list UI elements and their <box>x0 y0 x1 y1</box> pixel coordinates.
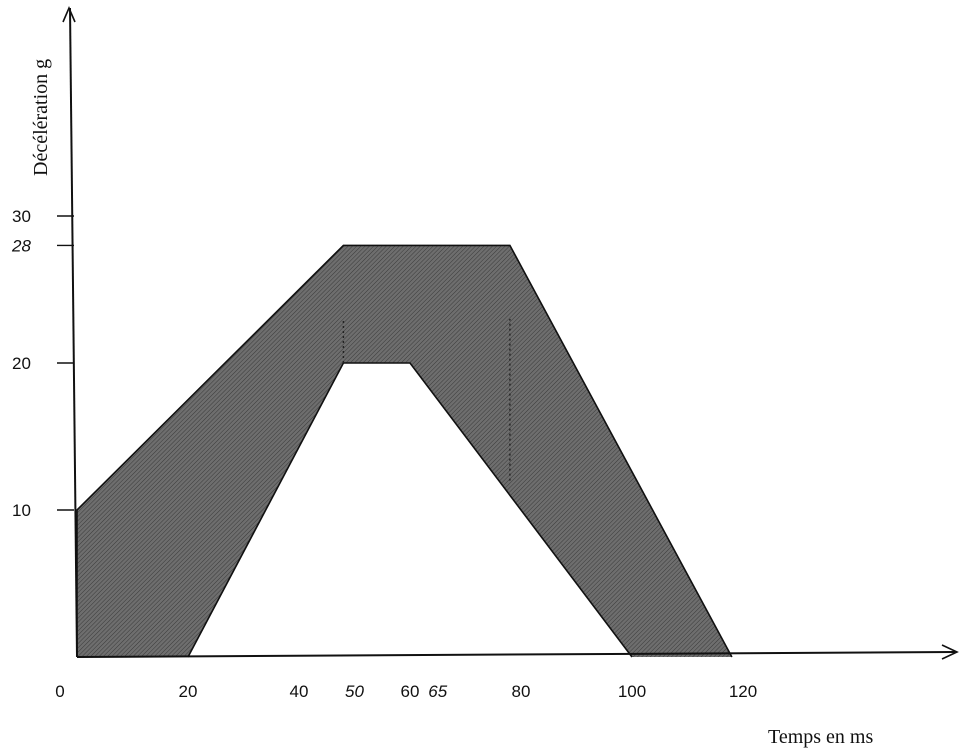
y-axis-line <box>69 7 78 658</box>
y-axis-arrow-icon <box>62 5 76 23</box>
y-tick-label-10: 10 <box>12 501 31 520</box>
x-tick-label-0: 0 <box>55 682 64 701</box>
x-axis-arrow-icon <box>941 644 959 660</box>
x-tick-label-20: 20 <box>179 682 198 701</box>
y-axis-label: Décélération g <box>30 59 52 176</box>
lower-bound-line <box>187 362 633 658</box>
x-axis-line <box>76 651 956 658</box>
y-tick-label-28: 28 <box>11 236 31 255</box>
x-tick-label-65: 65 <box>428 682 447 701</box>
x-axis-label: Temps en ms <box>768 726 873 748</box>
y-tick-label-30: 30 <box>12 207 31 226</box>
axes-layer <box>62 5 959 660</box>
x-tick-label-100: 100 <box>618 682 646 701</box>
y-tick-layer: 10 20 28 30 <box>11 207 74 520</box>
x-tick-label-80: 80 <box>512 682 531 701</box>
x-tick-label-40: 40 <box>290 682 309 701</box>
corridor-area <box>77 245 732 657</box>
x-tick-labels: 0 20 40 50 60 65 80 100 120 <box>55 682 757 701</box>
x-tick-label-50: 50 <box>345 682 364 701</box>
dashed-marker-layer <box>342 318 511 481</box>
upper-bound-line <box>76 244 733 658</box>
x-tick-label-60: 60 <box>401 682 420 701</box>
x-tick-label-120: 120 <box>729 682 757 701</box>
corridor-layer <box>76 244 733 658</box>
y-tick-label-20: 20 <box>12 354 31 373</box>
